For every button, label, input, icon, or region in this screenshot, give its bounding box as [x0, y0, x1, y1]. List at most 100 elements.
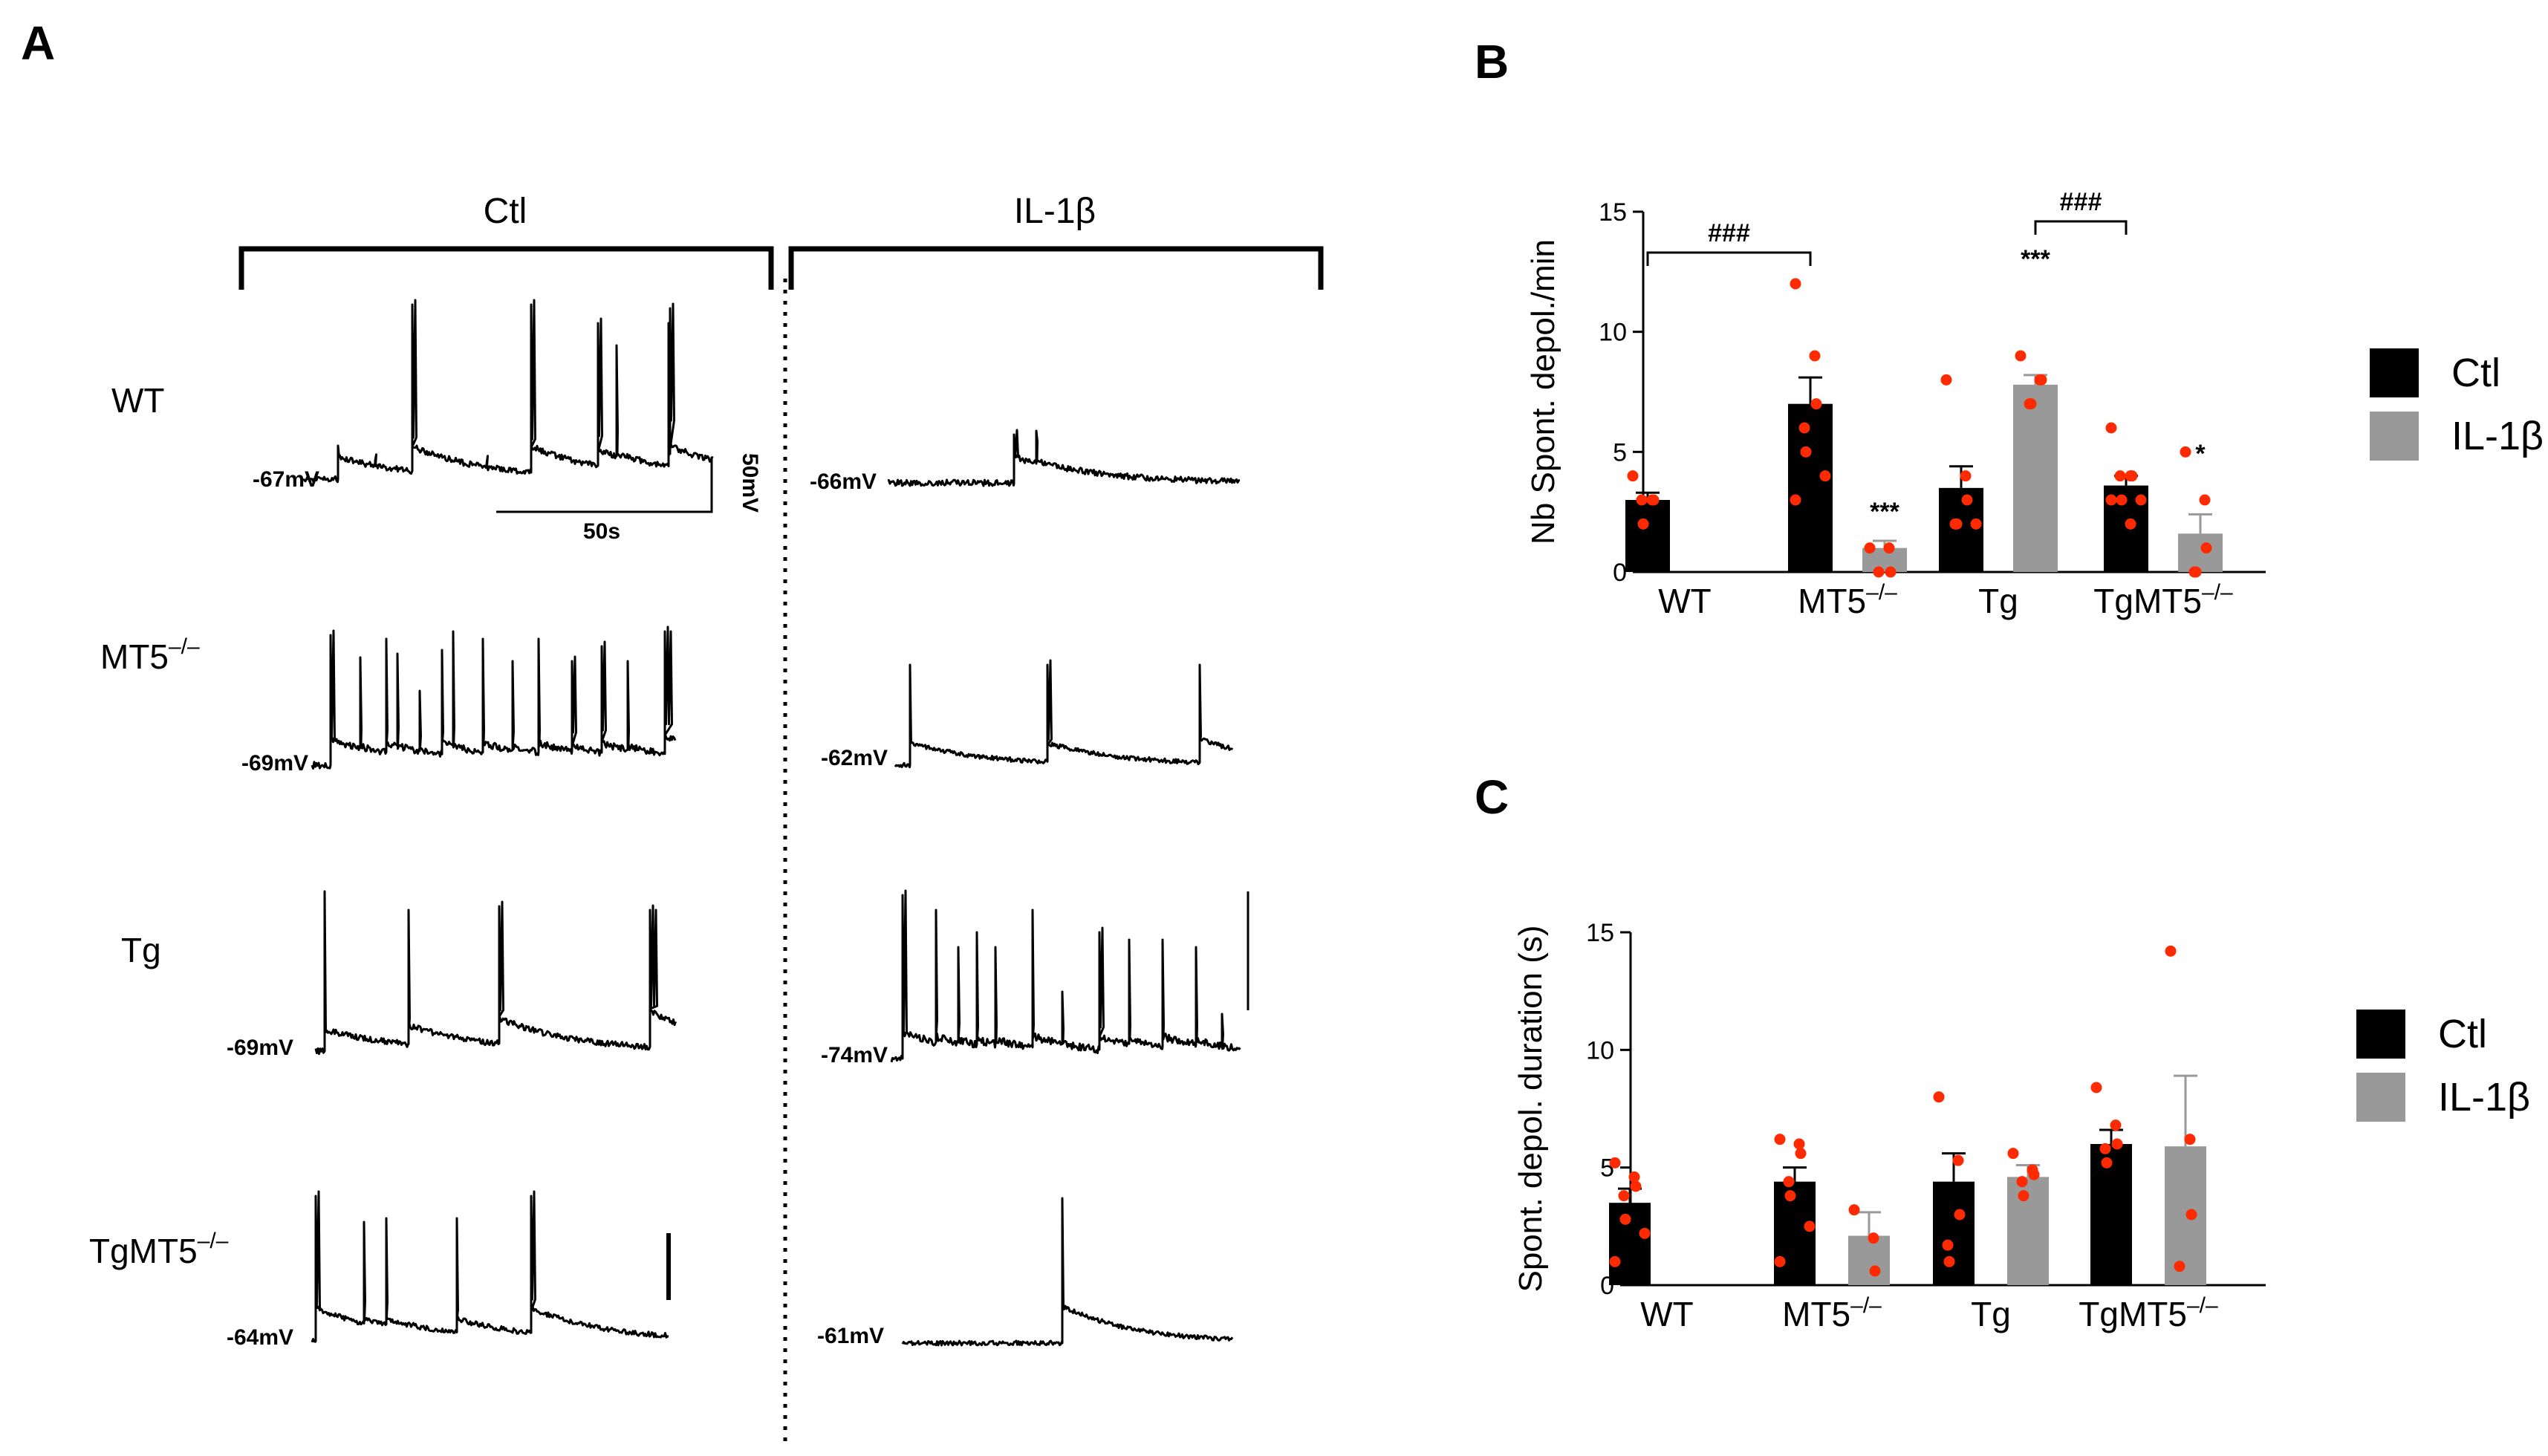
trace-tgmt5-ctl-burst — [666, 1233, 671, 1300]
y-axis-label-c: Spont. depol. duration (s) — [1512, 925, 1549, 1292]
bar-c-ctl — [1609, 1203, 1651, 1285]
data-point-b — [2180, 446, 2191, 458]
data-point-c — [2165, 945, 2177, 957]
condition-ctl-label: Ctl — [484, 192, 527, 231]
x-category-label-b: Tg — [1978, 582, 2018, 620]
legend-swatch-c — [2356, 1073, 2405, 1122]
data-point-b — [2025, 398, 2037, 410]
bar-c-ctl — [1933, 1181, 1975, 1285]
data-point-b — [2126, 470, 2138, 482]
data-point-b — [2199, 494, 2211, 506]
data-point-b — [2125, 518, 2136, 530]
voltage-mt5-il1b: -62mV — [821, 746, 888, 770]
data-point-b — [1940, 374, 1952, 386]
significance-label-b: ### — [1708, 219, 1750, 247]
panel-c-letter: C — [1475, 770, 1509, 824]
significance-star-b: * — [2195, 440, 2206, 468]
data-point-b — [2105, 422, 2117, 434]
row-label-wt: WT — [111, 381, 165, 420]
condition-il1b-label: IL-1β — [1014, 192, 1096, 231]
data-point-c — [2007, 1148, 2019, 1160]
data-point-c — [1639, 1227, 1651, 1239]
scale-bar — [496, 457, 713, 513]
data-point-b — [1951, 518, 1963, 530]
y-tick-label-b: 10 — [1599, 319, 1627, 347]
data-point-b — [2114, 470, 2126, 482]
bar-b-ctl — [1939, 487, 1983, 572]
legend-label-c: Ctl — [2438, 1012, 2487, 1056]
data-point-c — [2174, 1261, 2185, 1273]
data-point-c — [1942, 1239, 1954, 1251]
scale-voltage-label: 50mV — [738, 453, 762, 513]
data-point-b — [2135, 494, 2147, 506]
data-point-c — [1784, 1190, 1796, 1202]
x-category-label-b: MT5–/– — [1798, 580, 1897, 620]
x-category-label-c: Tg — [1971, 1295, 2011, 1333]
data-point-b — [2190, 566, 2202, 578]
row-label-mt5: MT5–/– — [100, 634, 200, 676]
data-point-b — [2116, 494, 2128, 506]
data-point-b — [1873, 566, 1885, 578]
y-tick-label-c: 10 — [1586, 1036, 1614, 1065]
data-point-b — [2105, 494, 2117, 506]
panel-a-letter: A — [21, 16, 55, 70]
data-point-b — [1790, 278, 1801, 290]
legend-label-c: IL-1β — [2438, 1075, 2530, 1119]
data-point-c — [1628, 1171, 1640, 1183]
data-point-c — [2111, 1138, 2123, 1150]
voltage-tg-il1b: -74mV — [821, 1043, 888, 1067]
data-point-b — [1636, 494, 1648, 506]
data-point-c — [1795, 1148, 1807, 1160]
data-point-c — [1933, 1091, 1945, 1103]
significance-star-b: *** — [2021, 245, 2050, 273]
data-point-c — [2016, 1176, 2028, 1188]
data-point-b — [1885, 566, 1897, 578]
data-point-c — [1619, 1213, 1631, 1225]
data-point-c — [1804, 1221, 1816, 1232]
y-tick-label-b: 5 — [1613, 438, 1627, 467]
data-point-b — [1960, 470, 1972, 482]
trace-tg-ctl — [314, 890, 677, 1056]
data-point-c — [1869, 1265, 1881, 1277]
legend-swatch-b — [2370, 412, 2419, 461]
data-point-c — [2090, 1082, 2102, 1093]
data-point-c — [2110, 1119, 2122, 1131]
legend-label-b: Ctl — [2451, 351, 2500, 395]
trace-wt-il1b — [887, 429, 1241, 487]
data-point-c — [1793, 1138, 1805, 1150]
data-point-c — [1868, 1232, 1879, 1244]
data-point-b — [2200, 542, 2212, 554]
panel-b-letter: B — [1475, 35, 1509, 88]
x-category-label-c: WT — [1640, 1295, 1694, 1333]
data-point-c — [2101, 1157, 2113, 1169]
legend-swatch-c — [2356, 1010, 2405, 1059]
data-point-c — [2185, 1209, 2197, 1221]
data-point-c — [1774, 1134, 1786, 1145]
voltage-tgmt5-ctl: -64mV — [227, 1325, 293, 1350]
ctl-bracket — [238, 246, 774, 290]
x-category-label-c: TgMT5–/– — [2079, 1293, 2218, 1333]
significance-star-b: *** — [1870, 498, 1899, 526]
data-point-c — [2184, 1134, 2196, 1145]
data-point-b — [1810, 398, 1822, 410]
trace-wt-ctl — [300, 299, 714, 484]
bar-c-il1b — [1848, 1235, 1890, 1285]
chart-b: 0 5 10 15 Nb Spont. depol./min WT MT5–/– Tg TgMT… — [1525, 188, 2544, 620]
data-point-c — [1954, 1209, 1966, 1221]
bar-b-ctl — [1788, 403, 1833, 572]
data-point-b — [1798, 422, 1810, 434]
scale-time-label: 50s — [583, 519, 620, 544]
data-point-c — [1943, 1255, 1955, 1267]
data-point-c — [1774, 1255, 1786, 1267]
bar-c-ctl — [2090, 1144, 2132, 1285]
data-point-c — [2028, 1169, 2040, 1180]
bar-c-il1b — [2165, 1146, 2206, 1285]
data-point-c — [1630, 1180, 1642, 1192]
row-label-tgmt5: TgMT5–/– — [89, 1229, 229, 1270]
data-point-b — [1637, 518, 1649, 530]
data-point-b — [1648, 494, 1660, 506]
data-point-b — [1790, 494, 1801, 506]
trace-mt5-il1b — [894, 659, 1233, 769]
